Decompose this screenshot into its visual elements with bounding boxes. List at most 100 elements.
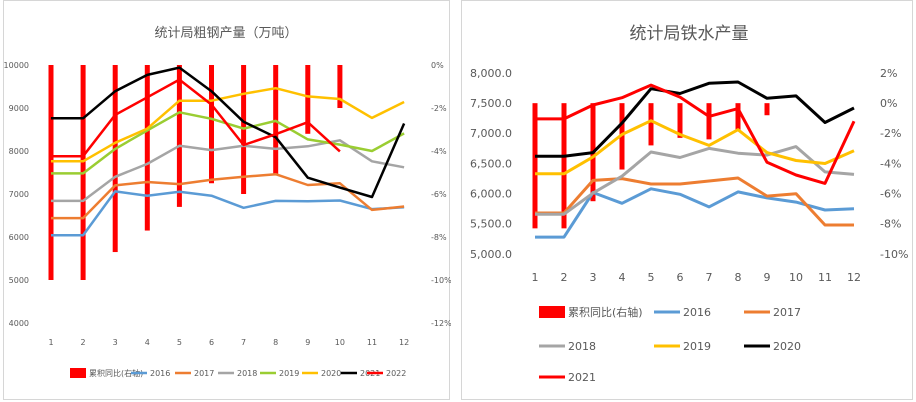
y-tick-label: 9000 [9,104,29,113]
x-tick-label: 12 [847,271,861,284]
y2-tick-label: 0% [880,97,897,110]
legend-label: 2016 [683,306,711,319]
y-tick-label: 5000 [9,276,29,285]
legend-label: 2016 [150,369,170,378]
y-tick-label: 6,500.0 [470,157,512,170]
y-tick-label: 4000 [9,319,29,328]
legend-label: 2018 [237,369,257,378]
y-tick-label: 8000 [9,147,29,156]
y2-tick-label: -8% [431,233,447,242]
legend-label: 2022 [386,369,406,378]
x-tick-label: 4 [619,271,626,284]
legend-swatch-bar [539,306,565,318]
x-tick-label: 3 [590,271,597,284]
y2-tick-label: 0% [431,61,444,70]
x-tick-label: 2 [561,271,568,284]
x-tick-label: 9 [764,271,771,284]
bar-cumulative-yoy [209,65,214,184]
y-tick-label: 5,000.0 [470,248,512,261]
x-tick-label: 5 [177,338,182,347]
x-tick-label: 1 [48,338,53,347]
series-line-2018 [535,145,855,216]
y-tick-label: 5,500.0 [470,218,512,231]
y2-tick-label: -4% [880,157,901,170]
y2-tick-label: -2% [880,127,901,140]
bar-cumulative-yoy [561,103,567,229]
bar-cumulative-yoy [677,103,683,138]
chart-panel-crude-steel: 统计局粗钢产量（万吨） 4000 5000 6000 7000 8000 9000 10000… [3,0,451,400]
x-tick-label: 6 [209,338,214,347]
y2-tick-label: -6% [431,190,447,199]
series-line-2019 [51,111,405,175]
x-tick-label: 2 [81,338,86,347]
y2-tick-label: 2% [880,67,897,80]
series-line-2019 [535,119,855,176]
x-tick-label: 9 [305,338,310,347]
x-tick-label: 4 [145,338,150,347]
y2-tick-label: -10% [880,248,908,261]
series-line-2020 [535,80,855,158]
y-tick-label: 6,000.0 [470,188,512,201]
x-tick-label: 10 [335,338,345,347]
y2-tick-label: -10% [431,276,451,285]
x-tick-label: 5 [648,271,655,284]
legend-label: 2020 [321,369,341,378]
x-tick-label: 10 [789,271,803,284]
legend-label: 2019 [683,340,711,353]
series-line-2016 [535,187,855,239]
legend-label: 2017 [194,369,214,378]
legend-label: 2020 [773,340,801,353]
bar-cumulative-yoy [764,103,770,116]
legend-label: 2021 [568,371,596,384]
y-tick-label: 6000 [9,233,29,242]
bar-cumulative-yoy [305,65,311,134]
x-tick-label: 11 [367,338,377,347]
x-tick-label: 7 [706,271,713,284]
series-line-2021 [535,83,856,185]
y-tick-label: 7,000.0 [470,127,512,140]
y2-tick-label: -2% [431,104,447,113]
bar-cumulative-yoy [532,103,538,229]
crude-steel-chart: 统计局粗钢产量（万吨） 4000 5000 6000 7000 8000 9000 10000… [4,26,451,378]
bar-cumulative-yoy [144,65,150,231]
series-line-2017 [535,176,854,227]
series-line-2017 [51,172,405,220]
y2-tick-label: -6% [880,188,901,201]
x-tick-label: 6 [677,271,684,284]
legend-swatch-bar [70,368,86,378]
chart-title: 统计局铁水产量 [630,24,749,44]
series-line-2018 [51,139,405,203]
series-line-2020 [51,86,405,163]
legend-label: 累积同比(右轴) [89,368,143,378]
series-line-2022 [51,78,341,158]
x-tick-label: 3 [113,338,118,347]
bar-cumulative-yoy [706,103,712,140]
x-tick-label: 8 [273,338,278,347]
hot-metal-chart: 统计局铁水产量 5,000.0 5,500.0 6,000.0 6,500.0 7,000… [470,24,908,384]
bar-cumulative-yoy [337,65,343,108]
bar-cumulative-yoy [735,103,741,131]
x-tick-label: 7 [241,338,246,347]
chart-panel-hot-metal: 统计局铁水产量 5,000.0 5,500.0 6,000.0 6,500.0 7,000… [461,0,913,400]
y-tick-label: 10000 [4,61,29,70]
bar-cumulative-yoy [176,65,182,207]
y-tick-label: 8,000.0 [470,67,512,80]
series-line-2016 [51,190,405,237]
y-tick-label: 7,500.0 [470,97,512,110]
x-tick-label: 12 [399,338,409,347]
x-tick-label: 11 [818,271,832,284]
legend-label: 2017 [773,306,801,319]
series-line-2021 [51,66,406,199]
legend-label: 累积同比(右轴) [568,305,643,319]
chart-title: 统计局粗钢产量（万吨） [154,26,297,41]
x-tick-label: 1 [532,271,539,284]
y-tick-label: 7000 [9,190,29,199]
y2-tick-label: -8% [880,218,901,231]
y2-tick-label: -12% [431,319,451,328]
y2-tick-label: -4% [431,147,447,156]
bar-cumulative-yoy [112,65,118,253]
legend-label: 2018 [568,340,596,353]
bar-cumulative-yoy [648,103,654,146]
x-tick-label: 8 [735,271,742,284]
legend-label: 2019 [279,369,299,378]
